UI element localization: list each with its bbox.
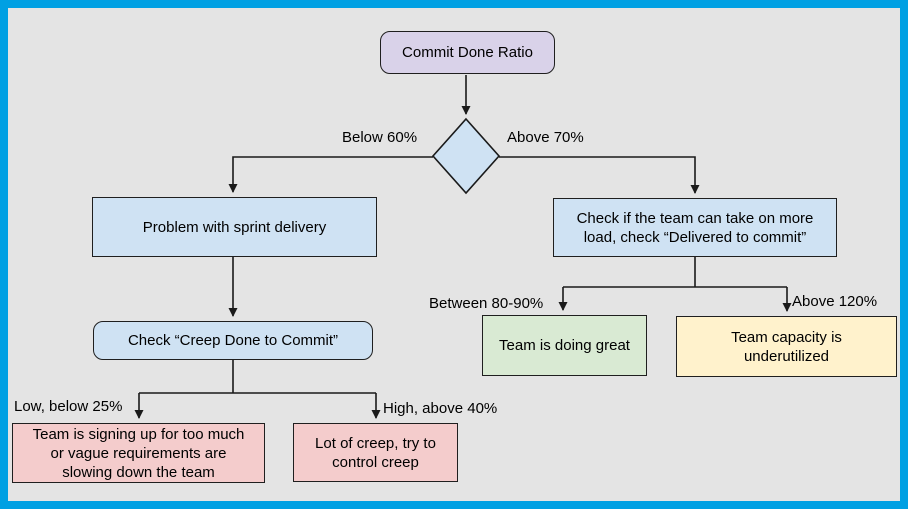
- edge-label-below-60: Below 60%: [342, 129, 418, 146]
- edge-label-above-120: Above 120%: [792, 293, 878, 310]
- node-team-doing-great: Team is doing great: [482, 315, 647, 376]
- edge-label-above-70: Above 70%: [507, 129, 584, 146]
- edge-load-split-trunk: [563, 257, 787, 288]
- node-check-creep-done-to-commit: Check “Creep Done to Commit”: [93, 321, 373, 360]
- node-commit-done-ratio: Commit Done Ratio: [380, 31, 555, 74]
- node-team-capacity-underutilized: Team capacity is underutilized: [676, 316, 897, 377]
- edge-label-between-80-90: Between 80-90%: [429, 295, 544, 312]
- node-check-team-can-take-more-load: Check if the team can take on more load,…: [553, 198, 837, 257]
- edge-label-high-above-40: High, above 40%: [383, 400, 498, 417]
- node-team-signing-up-too-much: Team is signing up for too much or vague…: [12, 423, 265, 483]
- edge-decision-to-problem: [228, 156, 433, 193]
- edge-label-low-below-25: Low, below 25%: [14, 398, 123, 415]
- edge-creep-split-trunk: [139, 360, 376, 394]
- node-problem-sprint-delivery: Problem with sprint delivery: [92, 197, 377, 257]
- edge-decision-to-check-load: [499, 156, 700, 194]
- node-lot-of-creep: Lot of creep, try to control creep: [293, 423, 458, 482]
- decision-diamond: [431, 117, 501, 195]
